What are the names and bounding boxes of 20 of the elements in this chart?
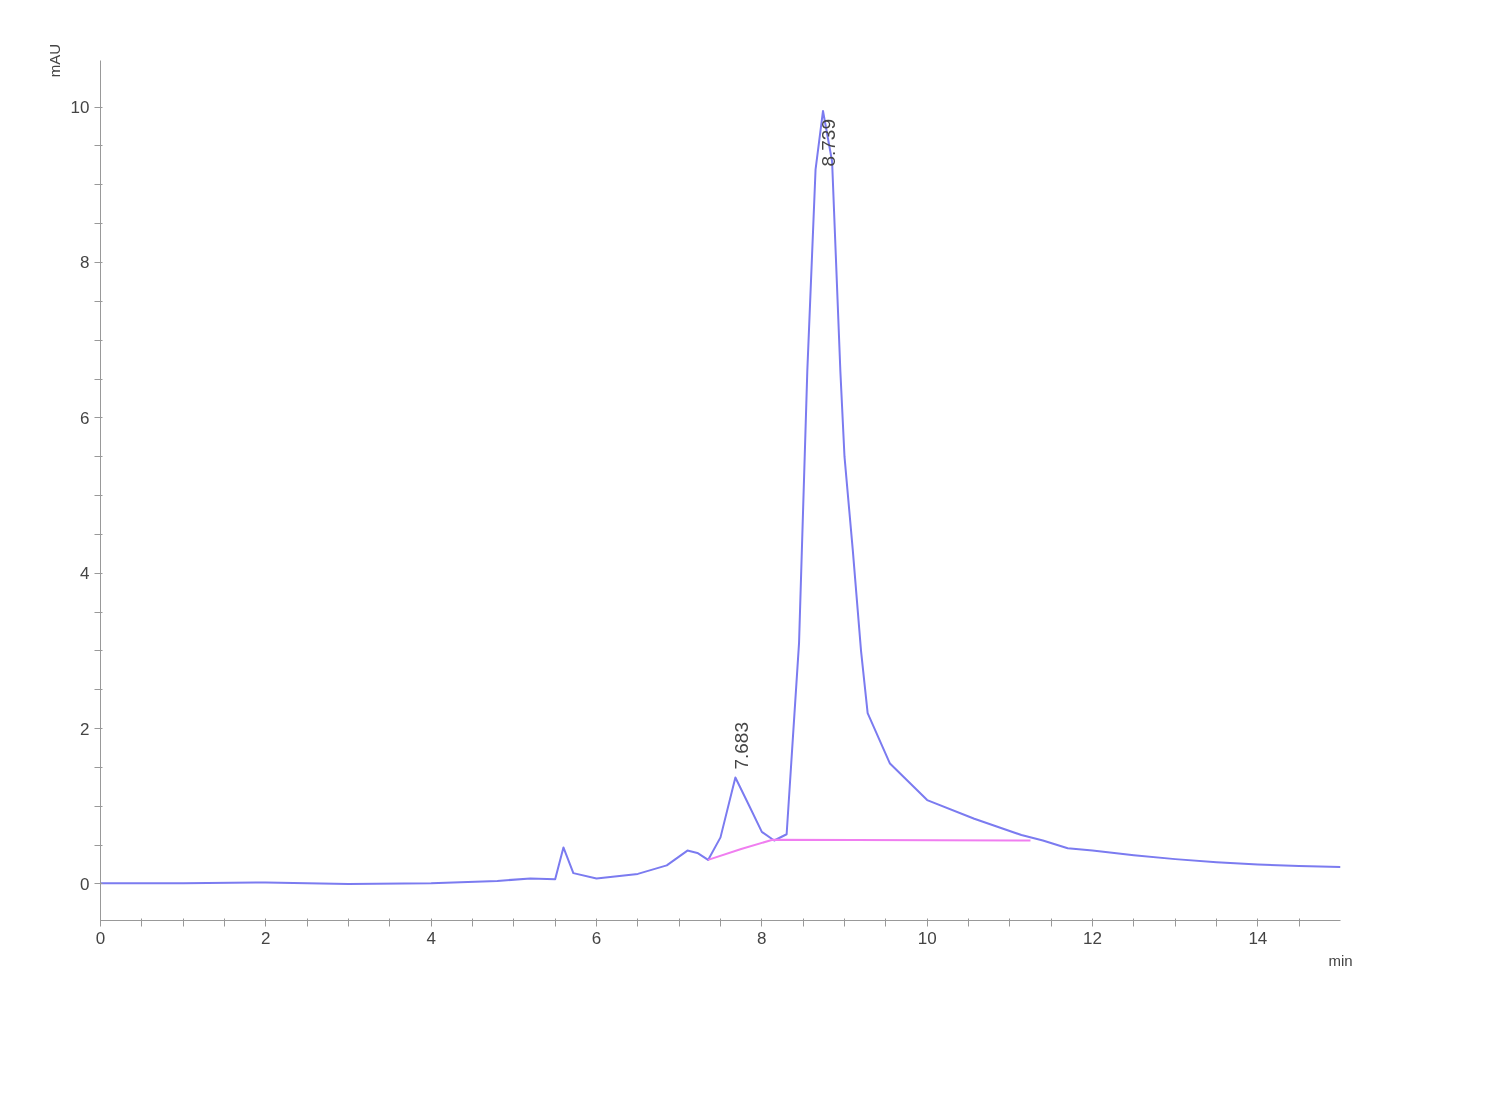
x-tick-label: 4	[426, 928, 436, 948]
x-tick-label: 14	[1248, 928, 1268, 948]
x-axis-title: min	[1328, 951, 1353, 969]
x-tick-label: 0	[95, 928, 106, 948]
annotation: 7.683	[731, 722, 753, 770]
y-tick-label: 6	[80, 408, 90, 428]
y-axis-title: mAU	[45, 43, 63, 78]
x-tick-label: 2	[261, 928, 271, 948]
x-tick-label: 6	[591, 928, 602, 948]
line-series	[707, 838, 1032, 861]
annotation: 8.739	[818, 119, 840, 167]
x-tick-label: 10	[917, 928, 937, 948]
y-tick-label: 4	[80, 564, 90, 584]
y-tick-label: 10	[70, 98, 90, 118]
x-tick-label: 8	[757, 928, 767, 948]
line-series	[100, 110, 1341, 885]
y-tick-label: 0	[80, 874, 90, 894]
x-tick-label: 12	[1083, 928, 1102, 948]
y-tick-label: 2	[80, 719, 90, 739]
y-tick-label: 8	[80, 253, 90, 273]
